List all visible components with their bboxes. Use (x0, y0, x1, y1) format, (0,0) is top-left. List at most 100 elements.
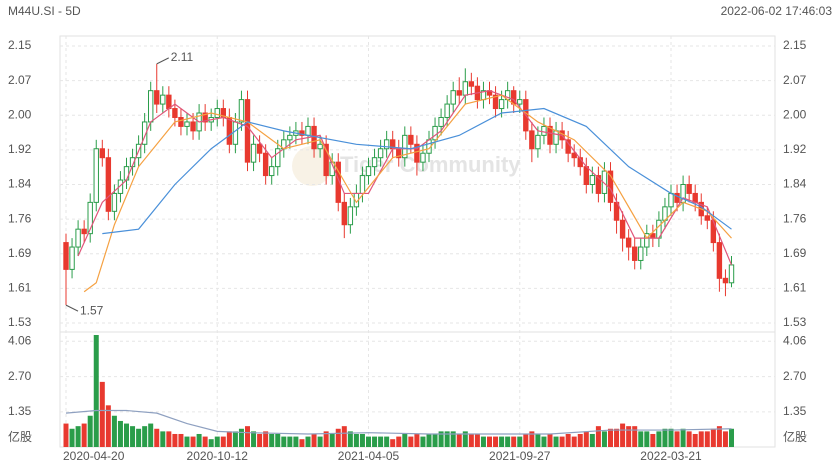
candle-body (589, 175, 596, 185)
y-tick-label: 1.84 (8, 177, 32, 191)
candle-body (638, 246, 644, 261)
volume-bar (577, 433, 583, 447)
moving-average (102, 107, 732, 235)
volume-bar (408, 436, 414, 447)
volume-bar (384, 436, 390, 447)
volume-bar (184, 436, 190, 447)
volume-bar (468, 433, 474, 447)
volume-bar (160, 431, 166, 447)
volume-bar (722, 431, 728, 447)
candle-body (141, 121, 148, 145)
candle-body (341, 201, 348, 226)
volume-bar (257, 433, 263, 447)
candle-body (93, 148, 99, 203)
volume-bar (571, 436, 577, 447)
volume-bar (420, 436, 426, 447)
volume-unit: 亿股 (8, 429, 32, 444)
volume-tick-label: 4.06 (8, 333, 32, 347)
watermark-logo (292, 146, 332, 186)
volume-bar (293, 436, 299, 447)
candle-body (468, 81, 475, 87)
candle-body (402, 134, 408, 159)
candle-body (123, 166, 130, 181)
volume-bar (372, 436, 378, 447)
annotation-line (156, 57, 169, 65)
annotation: 1.57 (80, 303, 104, 317)
candle-body (644, 233, 650, 248)
candle-body (63, 242, 69, 270)
volume-bar (668, 428, 674, 447)
y-tick-label-right: 1.53 (783, 315, 807, 329)
y-tick-label: 2.15 (8, 38, 32, 52)
volume-bar (523, 433, 529, 447)
candle-body (184, 121, 190, 127)
volume-bar (317, 436, 323, 447)
volume-bar (99, 381, 105, 447)
candle-body (728, 264, 735, 284)
volume-bar (680, 428, 686, 447)
volume-bar (232, 431, 238, 447)
volume-bar (432, 433, 438, 447)
volume-bar (275, 433, 281, 447)
volume-bar (601, 431, 607, 447)
volume-bar (263, 431, 269, 447)
candle-body (99, 148, 105, 159)
candle-body (517, 99, 523, 105)
volume-bar (347, 431, 353, 447)
candle-body (256, 143, 263, 154)
volume-bar (136, 428, 142, 447)
chart-title: M44U.SI - 5D (8, 4, 81, 18)
volume-bar (142, 426, 148, 447)
volume-bar (208, 439, 214, 447)
candle-body (716, 242, 723, 279)
volume-bar (692, 433, 698, 447)
candle-body (178, 116, 184, 127)
candle-body (172, 108, 178, 118)
volume-bar (63, 423, 69, 447)
candle-body (148, 90, 154, 123)
volume-bar (154, 428, 160, 447)
volume-bar (517, 436, 523, 447)
volume-bar (196, 433, 202, 447)
volume-bar (644, 431, 650, 447)
volume-bar (674, 431, 680, 447)
candle-body (81, 228, 87, 235)
y-tick-label-right: 2.07 (783, 73, 807, 87)
volume-bar (305, 436, 311, 447)
volume-bar (148, 423, 154, 447)
candle-body (238, 99, 245, 123)
y-tick-label-right: 1.61 (783, 281, 807, 295)
volume-bar (493, 436, 499, 447)
volume-bar (565, 433, 571, 447)
candle-body (105, 157, 112, 212)
volume-bar (656, 431, 662, 447)
candle-body (444, 103, 450, 118)
volume-unit-right: 亿股 (783, 429, 807, 444)
volume-bar (353, 433, 359, 447)
candle-body (438, 116, 444, 127)
candle-body (583, 166, 589, 185)
candle-body (69, 246, 75, 270)
volume-bar (626, 426, 632, 447)
candle-body (287, 134, 293, 141)
y-tick-label: 1.69 (8, 246, 32, 260)
candle-body (414, 143, 420, 163)
volume-bar (359, 433, 365, 447)
candle-body (632, 246, 638, 261)
annotation-line (65, 304, 79, 312)
candle-body (305, 125, 311, 136)
candle-body (154, 90, 160, 105)
volume-bar (716, 426, 722, 447)
y-tick-label-right: 1.84 (783, 177, 807, 191)
volume-bar (620, 423, 626, 447)
candle-body (595, 175, 602, 194)
candle-body (571, 152, 577, 159)
volume-bar (608, 428, 613, 447)
volume-bar (529, 431, 535, 447)
volume-bar (341, 426, 347, 447)
volume-bar (69, 428, 75, 447)
volume-bar (462, 431, 468, 447)
candle-body (492, 94, 499, 110)
volume-tick-label: 1.35 (8, 404, 32, 418)
candle-body (365, 166, 372, 177)
